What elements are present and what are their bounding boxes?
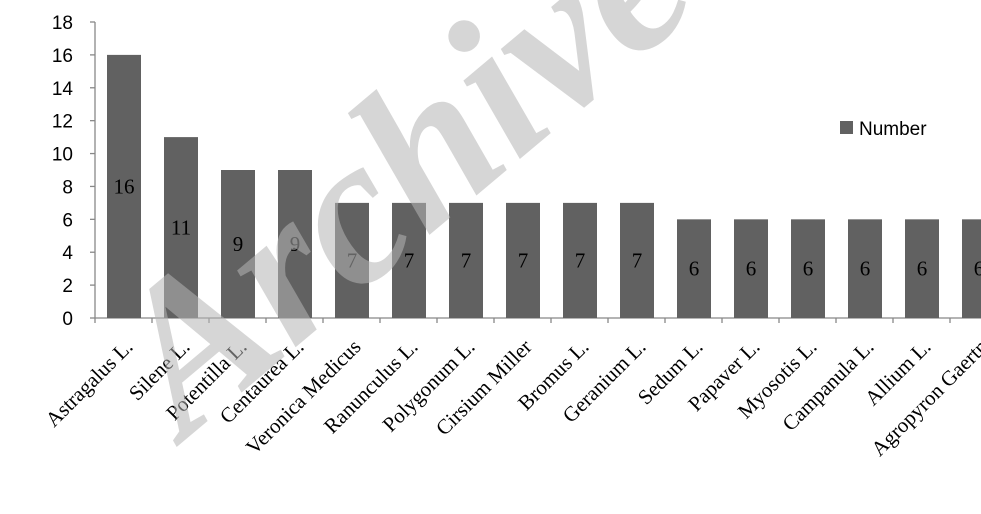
y-tick-label: 18 bbox=[52, 13, 73, 34]
bar bbox=[335, 202, 369, 318]
y-tick-label: 0 bbox=[62, 309, 73, 330]
bar bbox=[791, 219, 825, 318]
data-label: 7 bbox=[461, 248, 472, 272]
data-label: 6 bbox=[689, 257, 700, 281]
bar bbox=[905, 219, 939, 318]
data-label: 11 bbox=[171, 216, 191, 240]
y-tick-label: 4 bbox=[62, 243, 73, 264]
data-label: 6 bbox=[917, 257, 928, 281]
data-label: 6 bbox=[974, 257, 981, 281]
y-tick-label: 14 bbox=[52, 79, 74, 100]
data-label: 7 bbox=[518, 248, 529, 272]
y-tick-label: 12 bbox=[52, 112, 73, 133]
y-tick-label: 2 bbox=[62, 276, 73, 297]
bar bbox=[962, 219, 981, 318]
y-tick-label: 10 bbox=[52, 145, 73, 166]
data-label: 6 bbox=[860, 257, 871, 281]
bar bbox=[107, 54, 141, 319]
data-label: 7 bbox=[575, 248, 586, 272]
data-label: 9 bbox=[233, 232, 244, 256]
data-label: 9 bbox=[290, 232, 301, 256]
data-label: 6 bbox=[803, 257, 814, 281]
bar bbox=[677, 219, 711, 318]
y-tick-label: 8 bbox=[62, 177, 73, 198]
legend-swatch bbox=[840, 121, 853, 134]
bar bbox=[620, 202, 654, 318]
data-label: 6 bbox=[746, 257, 757, 281]
legend-label: Number bbox=[859, 119, 927, 140]
y-tick-label: 6 bbox=[62, 210, 73, 231]
bar bbox=[848, 219, 882, 318]
legend: Number bbox=[840, 119, 927, 140]
bar bbox=[221, 170, 255, 318]
bar bbox=[449, 202, 483, 318]
bar bbox=[734, 219, 768, 318]
bar bbox=[392, 202, 426, 318]
data-label: 7 bbox=[347, 248, 358, 272]
bar bbox=[278, 170, 312, 318]
data-label: 16 bbox=[114, 174, 135, 198]
bar bbox=[164, 137, 198, 318]
data-label: 7 bbox=[404, 248, 415, 272]
data-label: 7 bbox=[632, 248, 643, 272]
bar bbox=[563, 202, 597, 318]
y-tick-label: 16 bbox=[52, 46, 73, 67]
bar bbox=[506, 202, 540, 318]
